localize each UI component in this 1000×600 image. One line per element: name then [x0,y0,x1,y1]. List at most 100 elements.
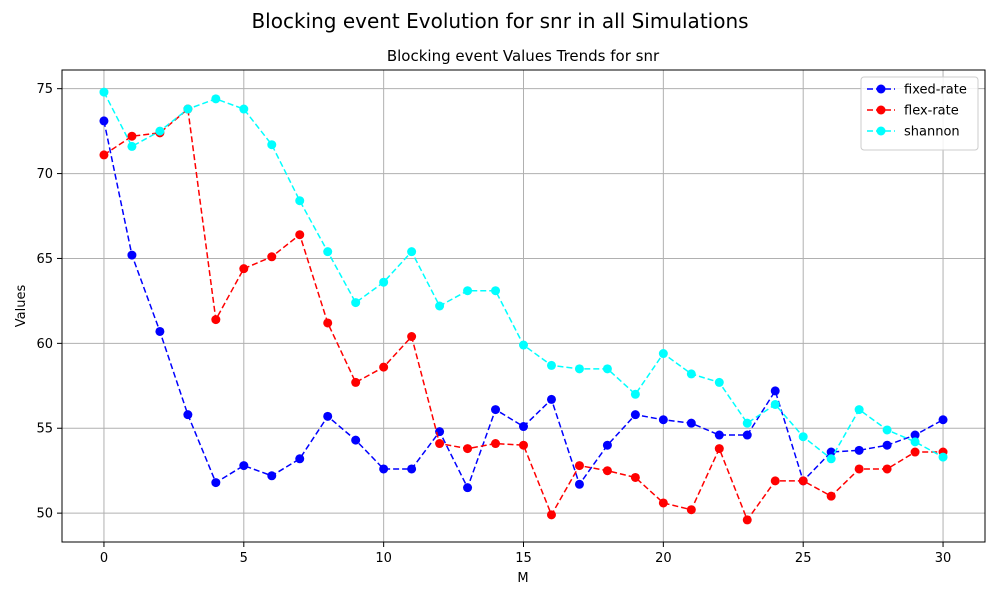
x-axis-label: M [517,571,528,586]
data-point-fixed-rate [602,440,612,450]
data-point-shannon [910,437,920,447]
data-point-flex-rate [658,498,668,508]
data-point-shannon [742,418,752,428]
y-tick-label: 55 [36,422,53,437]
y-tick-label: 50 [36,507,53,522]
legend-marker-shannon [876,126,886,136]
data-point-flex-rate [519,440,528,450]
data-point-fixed-rate [267,471,277,481]
data-point-flex-rate [742,515,752,525]
data-point-flex-rate [407,332,417,342]
data-point-flex-rate [602,466,612,476]
data-point-shannon [882,425,892,435]
x-tick-label: 0 [100,551,108,566]
plot-title: Blocking event Values Trends for snr [387,47,660,65]
data-point-shannon [658,349,668,359]
data-point-flex-rate [574,461,584,471]
data-point-flex-rate [211,315,221,325]
data-point-shannon [714,377,724,387]
data-point-flex-rate [295,230,305,240]
data-point-shannon [463,286,473,296]
legend-marker-fixed-rate [876,84,886,94]
data-point-shannon [686,369,696,379]
data-point-shannon [295,196,305,206]
grid [62,70,985,542]
data-point-fixed-rate [127,250,137,260]
data-point-shannon [407,247,417,257]
data-point-fixed-rate [658,415,668,425]
data-point-shannon [770,399,780,409]
data-point-fixed-rate [742,430,752,440]
data-point-flex-rate [630,472,640,482]
data-point-flex-rate [435,439,445,449]
data-point-flex-rate [239,264,249,274]
data-point-shannon [854,405,864,415]
data-point-shannon [239,104,249,114]
data-point-shannon [127,141,137,151]
legend-label-flex-rate: flex-rate [904,104,959,119]
data-point-shannon [938,452,948,462]
data-point-flex-rate [379,362,389,372]
data-point-shannon [826,454,836,464]
legend-label-fixed-rate: fixed-rate [904,83,967,98]
data-point-fixed-rate [183,410,193,420]
data-point-fixed-rate [155,326,165,336]
data-point-fixed-rate [435,427,445,437]
data-point-shannon [351,298,361,308]
data-point-fixed-rate [770,386,780,396]
data-point-shannon [267,140,277,150]
data-point-fixed-rate [910,430,920,440]
y-tick-label: 70 [36,167,53,182]
data-point-fixed-rate [463,483,473,493]
data-point-fixed-rate [491,405,501,415]
data-point-fixed-rate [211,478,221,488]
data-point-fixed-rate [379,464,389,474]
series-flex-rate [99,104,948,525]
data-point-fixed-rate [351,435,361,445]
data-point-flex-rate [910,447,920,457]
legend-marker-flex-rate [876,105,886,115]
data-point-flex-rate [826,491,836,501]
data-point-fixed-rate [574,479,584,489]
data-point-shannon [379,277,389,287]
x-tick-label: 20 [655,551,672,566]
data-point-fixed-rate [686,418,696,428]
data-point-fixed-rate [99,116,109,126]
data-point-fixed-rate [938,415,948,425]
data-point-fixed-rate [519,422,528,432]
x-tick-label: 15 [515,551,532,566]
data-point-fixed-rate [295,454,305,464]
series-layer [99,87,948,525]
data-point-shannon [491,286,501,296]
data-point-shannon [211,94,221,104]
data-point-fixed-rate [882,440,892,450]
x-tick-label: 5 [240,551,248,566]
data-point-shannon [183,104,193,114]
data-point-shannon [435,301,445,311]
data-point-flex-rate [323,318,333,328]
data-point-shannon [519,340,528,350]
y-axis-label: Values [14,285,29,328]
data-point-fixed-rate [323,411,333,421]
data-point-flex-rate [882,464,892,474]
data-point-shannon [155,126,165,136]
y-tick-label: 60 [36,337,53,352]
data-point-fixed-rate [407,464,417,474]
x-tick-label: 10 [375,551,392,566]
series-shannon [99,87,948,464]
data-point-flex-rate [267,252,277,262]
data-point-flex-rate [99,150,109,160]
legend: fixed-rate flex-rate shannon [860,76,979,151]
data-point-fixed-rate [546,394,556,404]
axis-ticks: 0 5 10 15 20 25 30 50 55 60 65 70 75 [36,82,951,566]
data-point-flex-rate [491,439,501,449]
y-tick-label: 75 [36,82,53,97]
data-point-flex-rate [854,464,864,474]
data-point-flex-rate [463,444,473,454]
data-point-flex-rate [127,131,137,141]
x-tick-label: 25 [795,551,812,566]
data-point-flex-rate [351,377,361,387]
data-point-flex-rate [770,476,780,486]
data-point-shannon [630,389,640,399]
